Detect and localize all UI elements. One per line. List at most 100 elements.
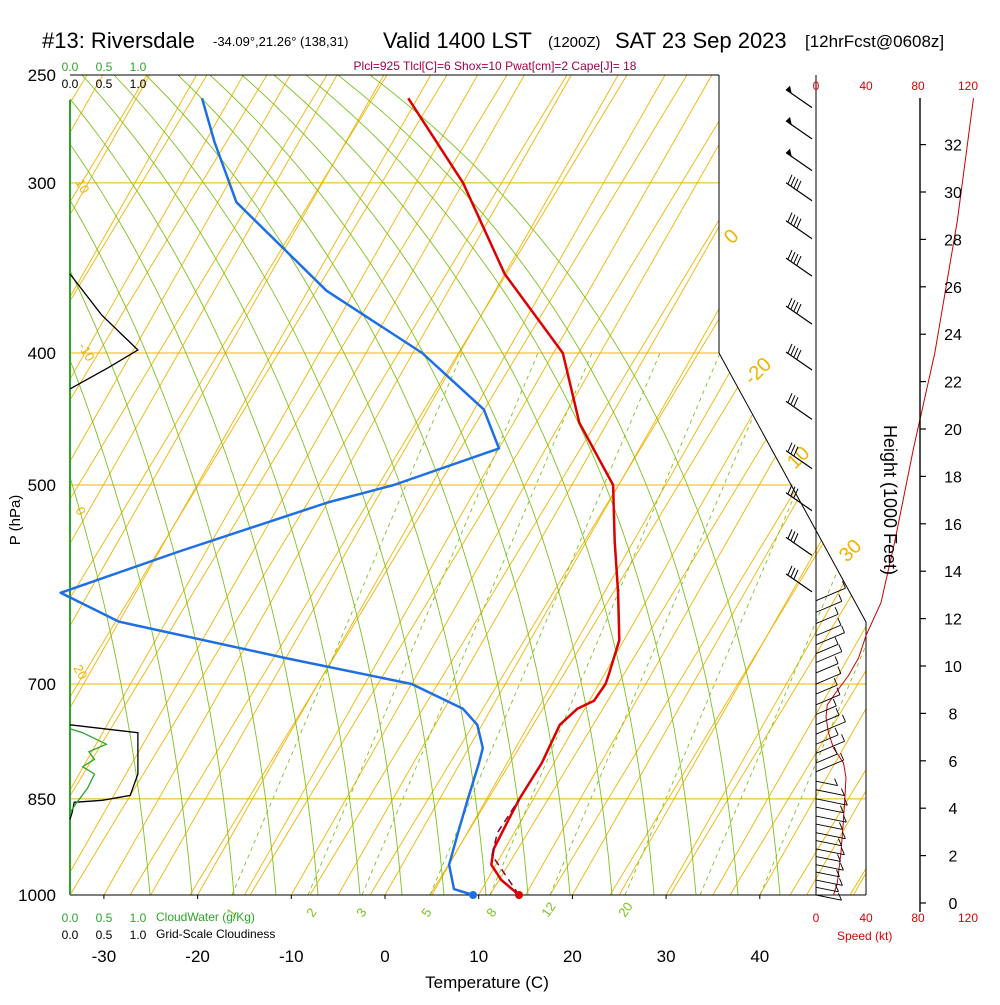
wind-barb-feather [791, 568, 795, 577]
wind-barb-feather [788, 250, 792, 259]
isotherm-line [760, 75, 1000, 895]
wind-barb-feather [788, 175, 792, 184]
height-tick-label: 26 [944, 280, 962, 297]
wind-barb [786, 529, 812, 555]
wind-barb [816, 708, 839, 725]
wind-barb [816, 893, 841, 900]
wind-barb-feather [839, 878, 842, 885]
cloudiness-label: Grid-Scale Cloudiness [156, 927, 275, 941]
wind-barb-feather [838, 618, 841, 625]
dry-adiabat-line [0, 0, 350, 895]
wind-barb [786, 298, 812, 324]
height-tick-label: 22 [944, 375, 962, 392]
wind-barb-feather [791, 215, 795, 224]
y-tick-label: 1000 [18, 886, 56, 905]
wind-barb-feather [839, 645, 842, 652]
height-tick-label: 6 [949, 754, 958, 771]
cloudwater-label: CloudWater (g/Kg) [156, 910, 255, 924]
dry-adiabat-line [0, 0, 170, 895]
x-tick-label: -30 [92, 947, 117, 966]
dry-adiabat-line [190, 0, 1000, 895]
isotherm-line [854, 75, 1000, 895]
wind-barb-staff [816, 674, 841, 685]
dewpoint-line [61, 98, 499, 895]
mixing-ratio-line [362, 353, 592, 895]
wind-barb [816, 728, 838, 744]
wind-barb-staff [786, 537, 812, 555]
wind-barb-feather [842, 715, 845, 722]
mixing-ratio-line [308, 353, 538, 895]
wind-barb [816, 815, 846, 822]
surface-dewpoint-marker [469, 891, 477, 899]
wind-barb-flag [786, 86, 792, 95]
height-tick-label: 32 [944, 138, 962, 155]
wind-barb-staff [816, 895, 841, 900]
wind-barb [816, 678, 837, 694]
cloudwater-scale-tick: 1.0 [130, 60, 147, 74]
wind-barb-staff [816, 781, 838, 785]
wind-barb-staff [816, 754, 837, 763]
wind-barb-staff [816, 816, 846, 822]
wind-barb [816, 688, 840, 705]
wind-barb-feather [838, 893, 841, 900]
wind-barb-feather [835, 607, 838, 614]
cloudiness-scale-tick: 0.5 [96, 928, 113, 942]
wind-barb-feather [788, 213, 792, 222]
height-tick-label: 18 [944, 469, 962, 486]
dry-adiabat-line [430, 0, 1000, 895]
wind-barb-feather [797, 350, 801, 359]
wind-barb [786, 149, 812, 171]
wind-barb [816, 870, 840, 877]
wind-barb-feather [791, 177, 795, 186]
mixing-ratio-label: 20 [615, 899, 636, 919]
wind-barb [816, 806, 843, 813]
wind-barb-feather [794, 179, 798, 188]
y-tick-label: 400 [28, 344, 56, 363]
x-tick-label: 20 [563, 947, 582, 966]
x-axis-label: Temperature (C) [425, 973, 549, 992]
wind-barb [786, 393, 812, 419]
height-tick-label: 30 [944, 185, 962, 202]
wind-barb-feather [839, 822, 842, 829]
wind-barb-staff [816, 685, 837, 694]
wind-barb [816, 878, 842, 885]
wind-barb-staff [786, 493, 812, 511]
isotherm-line [0, 75, 9, 895]
y-tick-label: 700 [28, 675, 56, 694]
wind-barb [816, 626, 845, 645]
wind-barb-feather [842, 832, 845, 839]
wind-barb-feather [788, 298, 792, 307]
dry-adiabat-line [550, 0, 1000, 895]
speed-tick-bottom: 80 [911, 911, 925, 925]
cloudwater-scale-tick: 1.0 [130, 911, 147, 925]
speed-axis-label: Speed (kt) [837, 929, 892, 943]
x-tick-label: 10 [469, 947, 488, 966]
speed-tick-top: 80 [911, 79, 925, 93]
x-tick-label: 0 [380, 947, 389, 966]
wind-barb [786, 175, 812, 201]
wind-barb-feather [791, 252, 795, 261]
wind-barb-feather [794, 254, 798, 263]
wind-barb-staff [816, 872, 840, 877]
mixing-ratio-label: 2 [303, 905, 319, 920]
cloudiness-scale-tick: 1.0 [130, 928, 147, 942]
dry-adiabat-line [0, 0, 710, 895]
wind-barb-staff [816, 633, 845, 645]
wind-barb-feather [797, 304, 801, 313]
axis-layer: Temperature (C) P (hPa) Height (1000 Fee… [7, 425, 900, 992]
wind-barb-feather [835, 637, 838, 644]
wind-barb-staff [816, 664, 838, 673]
grid-clipped [0, 0, 1000, 895]
wind-barb-feather [788, 566, 792, 575]
wind-barb-flag [786, 117, 792, 126]
mixing-ratio-label: 5 [418, 905, 434, 920]
speed-tick-top: 120 [958, 79, 978, 93]
y-tick-label: 300 [28, 174, 56, 193]
wind-barb-feather [794, 570, 798, 579]
frame-diagonal [719, 353, 866, 622]
valid-date: SAT 23 Sep 2023 [615, 28, 787, 53]
utc-time: (1200Z) [548, 34, 601, 51]
